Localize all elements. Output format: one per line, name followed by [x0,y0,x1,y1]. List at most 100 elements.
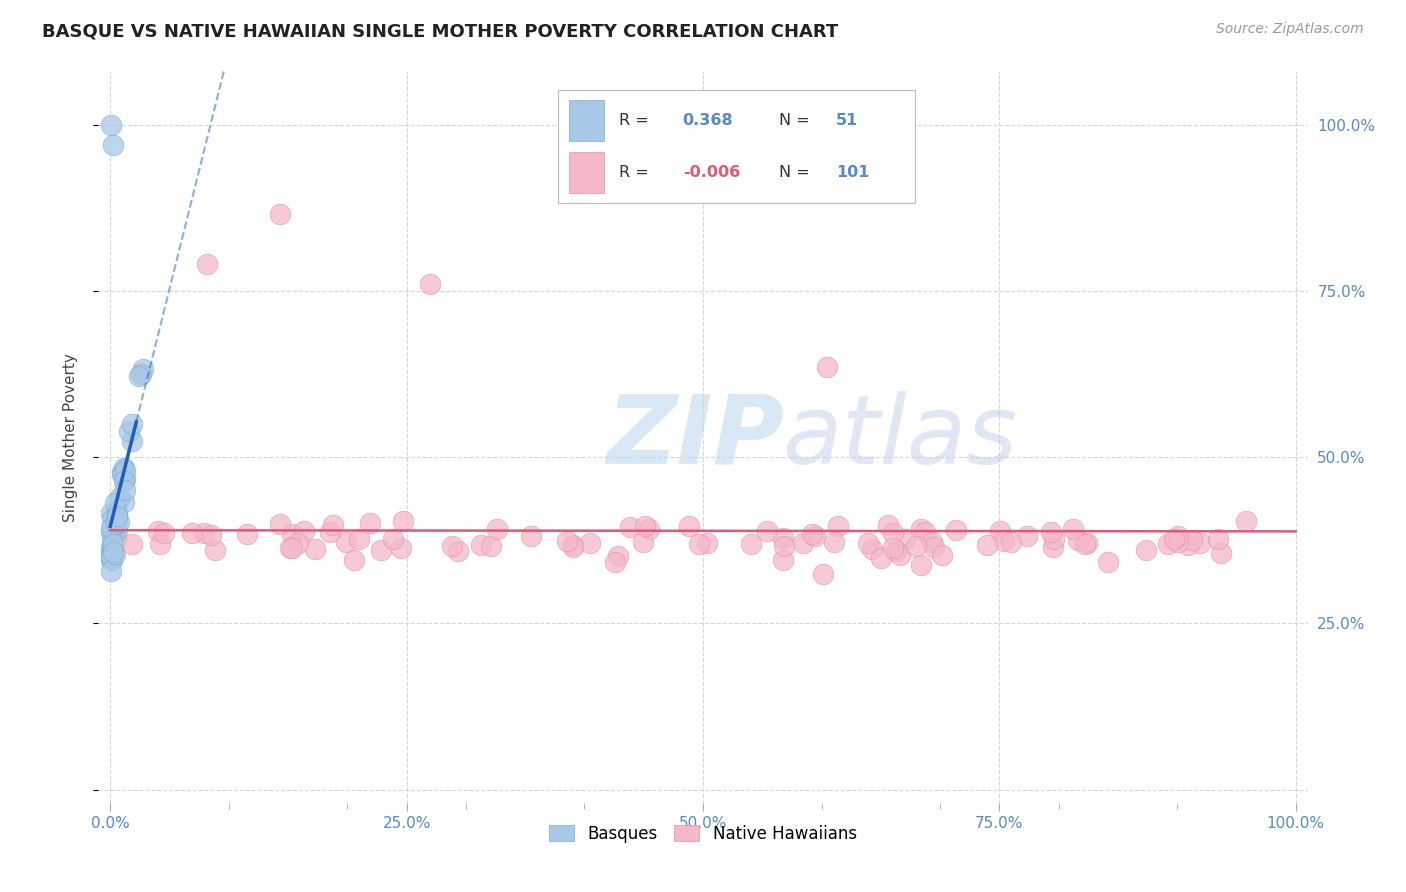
Point [889,548,911,562]
Point [200,528,222,542]
Point [862,542,884,557]
Point [391,514,413,528]
Point [922,541,945,555]
Point [100,549,122,564]
Point [988,524,1011,538]
Point [104,531,127,545]
Point [904,539,927,553]
Point [869,550,891,565]
Point [1167,528,1189,542]
Point [446,544,468,558]
Point [105,509,128,524]
Point [1062,522,1084,536]
Point [740,537,762,551]
Point [100,541,122,556]
Point [1163,532,1185,546]
Point [1042,540,1064,554]
Point [319,524,342,539]
Point [105,523,128,537]
Point [204,543,226,558]
Point [1211,546,1233,560]
Point [1097,555,1119,569]
Text: atlas: atlas [782,391,1017,483]
Point [817,360,839,375]
Point [103,538,125,552]
Point [811,566,834,581]
Point [555,533,578,548]
Point [1042,532,1064,546]
Point [389,541,412,556]
Point [146,524,169,538]
Point [112,461,135,475]
Point [281,526,304,541]
Point [101,137,124,152]
Point [347,532,370,546]
Point [945,523,967,537]
Point [772,531,794,545]
Point [976,538,998,552]
Point [121,434,143,448]
Point [101,533,124,547]
Point [876,518,898,533]
Point [269,207,291,221]
Point [181,526,204,541]
Point [1181,533,1204,547]
Point [128,369,150,384]
Point [118,425,141,439]
Point [343,553,366,567]
Point [101,545,124,559]
Point [578,536,600,550]
Point [121,417,143,431]
Point [470,537,492,551]
Point [1076,536,1098,550]
Point [419,277,441,292]
Point [486,522,509,536]
Point [121,537,143,551]
Point [103,534,125,549]
Point [678,518,700,533]
Point [882,525,904,540]
Point [105,509,128,524]
Point [269,517,291,532]
Point [107,515,129,529]
Point [100,524,122,539]
Point [104,531,127,545]
Point [278,541,301,556]
Point [114,472,136,486]
Point [105,517,128,532]
Point [111,465,134,479]
Point [281,541,304,555]
Point [1074,536,1097,550]
Point [801,527,824,541]
Text: Source: ZipAtlas.com: Source: ZipAtlas.com [1216,22,1364,37]
Point [607,549,630,563]
Point [619,520,641,534]
Point [804,529,827,543]
Point [688,537,710,551]
Point [100,552,122,566]
Point [605,555,627,569]
Point [755,524,778,538]
Point [132,362,155,376]
Point [149,537,172,551]
Point [827,518,849,533]
Point [1000,535,1022,549]
Point [101,523,124,537]
Point [101,537,124,551]
Point [1067,533,1090,548]
Point [882,541,904,555]
Point [236,527,259,541]
Point [104,547,127,561]
Point [114,464,136,478]
Text: BASQUE VS NATIVE HAWAIIAN SINGLE MOTHER POVERTY CORRELATION CHART: BASQUE VS NATIVE HAWAIIAN SINGLE MOTHER … [42,22,838,40]
Point [100,565,122,579]
Point [103,536,125,550]
Point [129,368,152,382]
Point [631,535,654,549]
Point [1167,535,1189,549]
Point [100,506,122,520]
Point [894,532,917,546]
Point [696,536,718,550]
Point [479,540,502,554]
Point [931,548,953,562]
